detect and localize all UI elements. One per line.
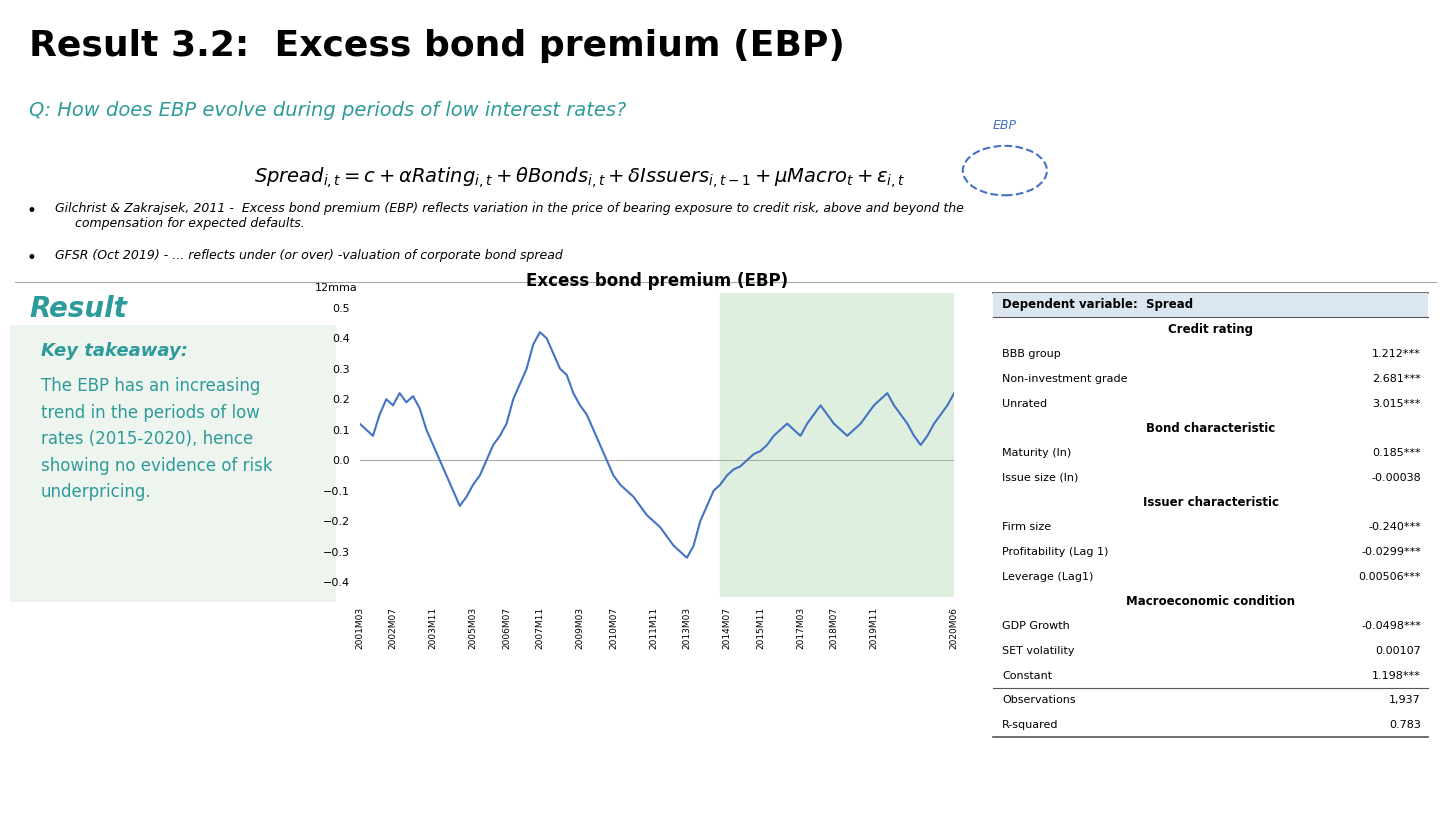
Text: Q: How does EBP evolve during periods of low interest rates?: Q: How does EBP evolve during periods of… — [29, 101, 626, 119]
Text: •: • — [26, 249, 36, 267]
Text: 3.015***: 3.015*** — [1373, 399, 1421, 409]
Text: Gilchrist & Zakrajsek, 2011 -  Excess bond premium (EBP) reflects variation in t: Gilchrist & Zakrajsek, 2011 - Excess bon… — [55, 202, 964, 230]
Text: Key takeaway:: Key takeaway: — [41, 342, 187, 360]
Text: 12mma: 12mma — [315, 283, 358, 293]
Text: Issue size (ln): Issue size (ln) — [1002, 473, 1079, 483]
Text: The EBP has an increasing
trend in the periods of low
rates (2015-2020), hence
s: The EBP has an increasing trend in the p… — [41, 377, 273, 501]
Text: Profitability (Lag 1): Profitability (Lag 1) — [1002, 547, 1108, 557]
Text: -0.240***: -0.240*** — [1369, 522, 1421, 532]
Text: Leverage (Lag1): Leverage (Lag1) — [1002, 572, 1093, 582]
Text: BBB group: BBB group — [1002, 349, 1061, 359]
Text: Credit rating: Credit rating — [1169, 323, 1253, 336]
Text: Result: Result — [29, 295, 128, 323]
FancyBboxPatch shape — [993, 293, 1428, 317]
Text: Dependent variable:  Spread: Dependent variable: Spread — [1002, 298, 1193, 311]
Text: Non-investment grade: Non-investment grade — [1002, 374, 1128, 384]
Text: Unrated: Unrated — [1002, 399, 1047, 409]
Text: GFSR (Oct 2019) - ... reflects under (or over) -valuation of corporate bond spre: GFSR (Oct 2019) - ... reflects under (or… — [55, 249, 563, 262]
Text: -0.0299***: -0.0299*** — [1362, 547, 1421, 557]
Text: $Spread_{i,t} = c + \alpha Rating_{i,t} + \theta Bonds_{i,t} + \delta Issuers_{i: $Spread_{i,t} = c + \alpha Rating_{i,t} … — [254, 165, 906, 190]
Text: 1.212***: 1.212*** — [1372, 349, 1421, 359]
Text: Bond characteristic: Bond characteristic — [1146, 422, 1276, 435]
Text: Result 3.2:  Excess bond premium (EBP): Result 3.2: Excess bond premium (EBP) — [29, 29, 845, 63]
Text: 0.783: 0.783 — [1389, 720, 1421, 730]
Text: R-squared: R-squared — [1002, 720, 1058, 730]
Text: Firm size: Firm size — [1002, 522, 1051, 532]
Text: -0.00038: -0.00038 — [1372, 473, 1421, 483]
Text: -0.0498***: -0.0498*** — [1362, 621, 1421, 631]
Title: Excess bond premium (EBP): Excess bond premium (EBP) — [526, 272, 787, 289]
Text: 1,937: 1,937 — [1389, 695, 1421, 705]
Text: EBP: EBP — [993, 119, 1016, 132]
Text: 1.198***: 1.198*** — [1372, 671, 1421, 681]
FancyBboxPatch shape — [10, 325, 336, 602]
Text: Constant: Constant — [1002, 671, 1053, 681]
Text: Maturity (ln): Maturity (ln) — [1002, 448, 1072, 458]
Text: 0.00506***: 0.00506*** — [1359, 572, 1421, 582]
Text: SET volatility: SET volatility — [1002, 646, 1074, 656]
Text: Macroeconomic condition: Macroeconomic condition — [1127, 595, 1295, 608]
Text: 0.00107: 0.00107 — [1375, 646, 1421, 656]
Text: Issuer characteristic: Issuer characteristic — [1143, 496, 1279, 509]
Bar — [721, 293, 954, 597]
Text: GDP Growth: GDP Growth — [1002, 621, 1070, 631]
Text: •: • — [26, 202, 36, 220]
Text: Observations: Observations — [1002, 695, 1076, 705]
Text: 0.185***: 0.185*** — [1372, 448, 1421, 458]
Text: 2.681***: 2.681*** — [1372, 374, 1421, 384]
